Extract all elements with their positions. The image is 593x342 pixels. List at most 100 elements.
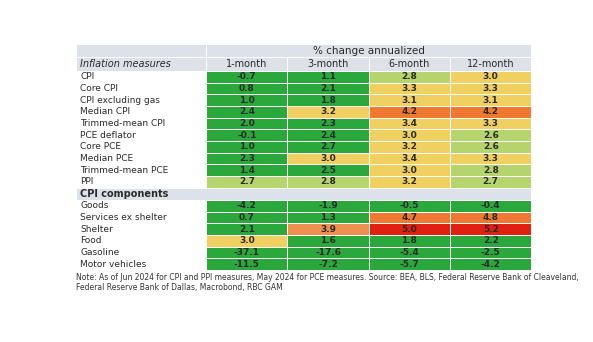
Text: 3.2: 3.2 (401, 142, 417, 152)
Bar (369, 118, 450, 129)
Text: 3.3: 3.3 (483, 154, 499, 163)
Bar (206, 235, 288, 247)
Bar (450, 165, 531, 176)
Bar (288, 94, 369, 106)
Text: PPI: PPI (80, 177, 94, 186)
Text: 2.7: 2.7 (483, 177, 499, 186)
Text: Services ex shelter: Services ex shelter (80, 213, 167, 222)
Bar (450, 71, 531, 83)
Text: 1.8: 1.8 (320, 96, 336, 105)
Bar (76, 57, 206, 71)
Bar (288, 223, 369, 235)
Bar (288, 57, 369, 71)
Bar (450, 83, 531, 94)
Text: 0.7: 0.7 (239, 213, 254, 222)
Bar (288, 83, 369, 94)
Text: 6-month: 6-month (389, 59, 430, 69)
Text: -4.2: -4.2 (237, 201, 257, 210)
Bar (288, 153, 369, 165)
Text: Gasoline: Gasoline (80, 248, 119, 257)
Text: 4.2: 4.2 (483, 107, 499, 116)
Text: 1-month: 1-month (226, 59, 267, 69)
Text: -5.7: -5.7 (400, 260, 419, 269)
Bar (206, 94, 288, 106)
Bar (369, 176, 450, 188)
Bar (369, 165, 450, 176)
Bar (369, 57, 450, 71)
Bar (206, 165, 288, 176)
Text: 1.1: 1.1 (320, 73, 336, 81)
Text: 3.4: 3.4 (401, 154, 417, 163)
Bar (206, 176, 288, 188)
Text: 2.8: 2.8 (483, 166, 499, 175)
Bar (369, 259, 450, 270)
Bar (206, 106, 288, 118)
Bar (450, 141, 531, 153)
Bar (450, 259, 531, 270)
Bar (288, 212, 369, 223)
Text: PCE deflator: PCE deflator (80, 131, 136, 140)
Text: CPI: CPI (80, 73, 94, 81)
Text: 2.7: 2.7 (239, 177, 255, 186)
Text: 2.4: 2.4 (239, 107, 255, 116)
Bar (76, 83, 206, 94)
Bar (76, 235, 206, 247)
Text: 3.0: 3.0 (401, 166, 417, 175)
Text: CPI components: CPI components (80, 189, 168, 199)
Text: 2.8: 2.8 (320, 177, 336, 186)
Bar (369, 223, 450, 235)
Text: 3.1: 3.1 (483, 96, 499, 105)
Bar (369, 129, 450, 141)
Bar (206, 57, 288, 71)
Bar (206, 259, 288, 270)
Bar (76, 200, 206, 212)
Bar (76, 44, 206, 57)
Bar (450, 94, 531, 106)
Text: -7.2: -7.2 (318, 260, 338, 269)
Text: -11.5: -11.5 (234, 260, 260, 269)
Bar (450, 212, 531, 223)
Bar (76, 165, 206, 176)
Bar (450, 247, 531, 259)
Text: 5.2: 5.2 (483, 225, 499, 234)
Bar (369, 200, 450, 212)
Text: 3.0: 3.0 (320, 154, 336, 163)
Text: 5.0: 5.0 (401, 225, 417, 234)
Text: Trimmed-mean CPI: Trimmed-mean CPI (80, 119, 165, 128)
Text: -37.1: -37.1 (234, 248, 260, 257)
Text: -0.4: -0.4 (481, 201, 500, 210)
Bar (288, 235, 369, 247)
Text: Core PCE: Core PCE (80, 142, 121, 152)
Text: 4.2: 4.2 (401, 107, 417, 116)
Text: 2.1: 2.1 (320, 84, 336, 93)
Bar (450, 118, 531, 129)
Text: 2.3: 2.3 (239, 154, 254, 163)
Bar (206, 118, 288, 129)
Text: 4.8: 4.8 (483, 213, 499, 222)
Bar (288, 129, 369, 141)
Text: 2.1: 2.1 (239, 225, 254, 234)
Text: 12-month: 12-month (467, 59, 515, 69)
Text: Shelter: Shelter (80, 225, 113, 234)
Text: 1.4: 1.4 (239, 166, 255, 175)
Bar (76, 188, 531, 200)
Bar (288, 71, 369, 83)
Text: 1.6: 1.6 (320, 236, 336, 246)
Text: CPI excluding gas: CPI excluding gas (80, 96, 160, 105)
Bar (369, 94, 450, 106)
Bar (288, 247, 369, 259)
Bar (206, 129, 288, 141)
Bar (369, 212, 450, 223)
Text: 3.0: 3.0 (483, 73, 499, 81)
Bar (369, 153, 450, 165)
Bar (288, 200, 369, 212)
Bar (76, 176, 206, 188)
Bar (450, 223, 531, 235)
Text: 2.4: 2.4 (320, 131, 336, 140)
Text: 1.3: 1.3 (320, 213, 336, 222)
Bar (76, 153, 206, 165)
Bar (288, 259, 369, 270)
Bar (76, 94, 206, 106)
Text: 3.9: 3.9 (320, 225, 336, 234)
Text: % change annualized: % change annualized (313, 45, 425, 55)
